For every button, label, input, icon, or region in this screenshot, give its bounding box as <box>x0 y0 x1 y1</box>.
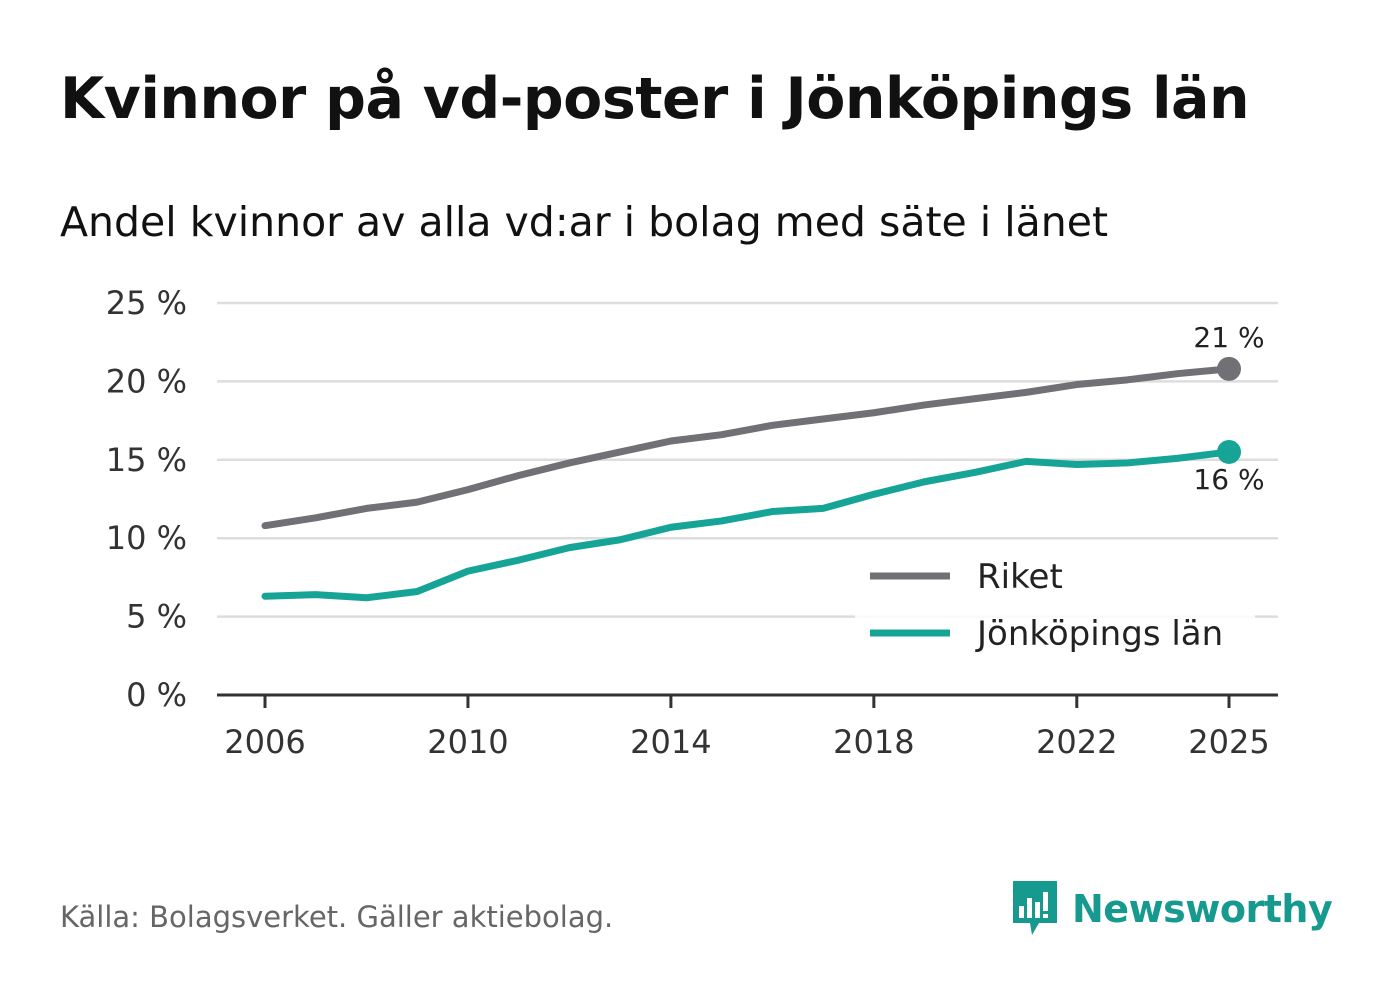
series-group: 21 % 16 % <box>261 321 1265 602</box>
source-note: Källa: Bolagsverket. Gäller aktiebolag. <box>60 900 614 934</box>
y-tick-label: 10 % <box>106 519 187 557</box>
x-tick-label: 2014 <box>630 723 711 761</box>
legend-label: Jönköpings län <box>975 614 1223 654</box>
y-tick-label: 5 % <box>126 598 187 636</box>
riket-line <box>261 365 1233 530</box>
jonkopings-lan-line <box>261 448 1233 602</box>
y-tick-label: 15 % <box>106 441 187 479</box>
y-tick-label: 20 % <box>106 362 187 400</box>
riket-end-point <box>1217 356 1241 381</box>
newsworthy-logo-icon <box>1013 881 1057 935</box>
chart-title: Kvinnor på vd-poster i Jönköpings län <box>60 66 1250 132</box>
x-tick-label: 2018 <box>833 723 914 761</box>
x-tick-label: 2010 <box>427 723 508 761</box>
legend-label: Riket <box>977 557 1063 597</box>
x-tick-label: 2025 <box>1188 723 1269 761</box>
x-tick-label: 2022 <box>1036 723 1117 761</box>
grid-lines <box>217 301 1278 697</box>
brand-name: Newsworthy <box>1072 887 1333 931</box>
y-axis: 0 % 5 % 10 % 15 % 20 % 25 % <box>106 284 187 714</box>
x-axis: 2006 2010 2014 2018 2022 2025 <box>224 695 1270 761</box>
y-tick-label: 0 % <box>126 676 187 714</box>
jonkopings-lan-end-label: 16 % <box>1193 463 1264 496</box>
chart-subtitle: Andel kvinnor av alla vd:ar i bolag med … <box>60 198 1109 246</box>
legend-background <box>855 545 1255 665</box>
line-chart: 0 %5 %10 %15 %20 %25 % 2006 2010 2014 2018 2… <box>106 284 1278 761</box>
brand-logo: Newsworthy <box>1010 878 1333 940</box>
jonkopings-lan-end-point <box>1217 439 1241 464</box>
x-tick-label: 2006 <box>224 723 305 761</box>
riket-end-label: 21 % <box>1193 321 1264 354</box>
legend: Riket Jönköpings län <box>855 545 1255 665</box>
y-tick-label: 25 % <box>106 284 187 322</box>
